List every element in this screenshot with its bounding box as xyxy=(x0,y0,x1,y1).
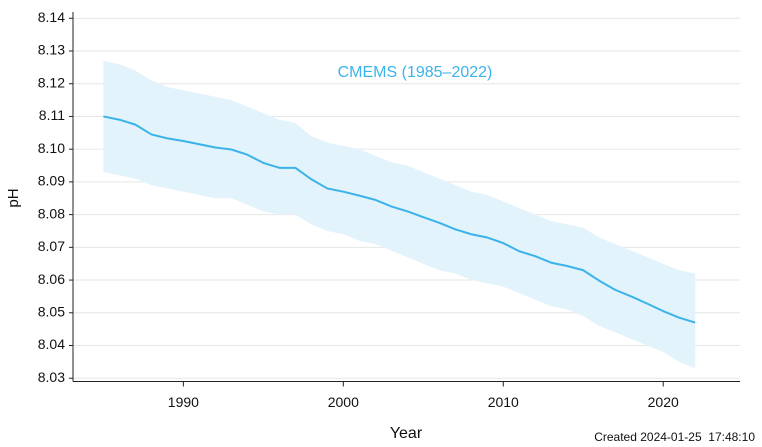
y-tick-label: 8.11 xyxy=(39,107,65,123)
y-tick-label: 8.08 xyxy=(38,205,65,221)
uncertainty-band xyxy=(103,60,696,369)
y-axis-label: pH xyxy=(5,188,22,207)
y-tick-label: 8.06 xyxy=(38,271,65,287)
x-tick-label: 1990 xyxy=(168,394,199,410)
x-tick-label: 2010 xyxy=(488,394,519,410)
data-line xyxy=(103,115,696,324)
y-tick-label: 8.04 xyxy=(38,336,65,352)
y-tick-label: 8.03 xyxy=(38,369,65,385)
y-tick-label: 8.09 xyxy=(38,173,65,189)
annotation: CMEMS (1985–2022) xyxy=(338,64,493,81)
x-tick-label: 2000 xyxy=(328,394,359,410)
y-tick-label: 8.14 xyxy=(38,9,65,25)
y-tick-label: 8.10 xyxy=(38,140,65,156)
y-tick-label: 8.13 xyxy=(38,42,65,58)
footer: Created 2024-01-25 17:48:10 xyxy=(594,430,755,444)
x-axis-label: Year xyxy=(390,425,423,442)
y-tick-label: 8.12 xyxy=(38,74,65,90)
x-tick-label: 2020 xyxy=(648,394,679,410)
y-tick-label: 8.07 xyxy=(38,238,65,254)
y-tick-label: 8.05 xyxy=(38,303,65,319)
